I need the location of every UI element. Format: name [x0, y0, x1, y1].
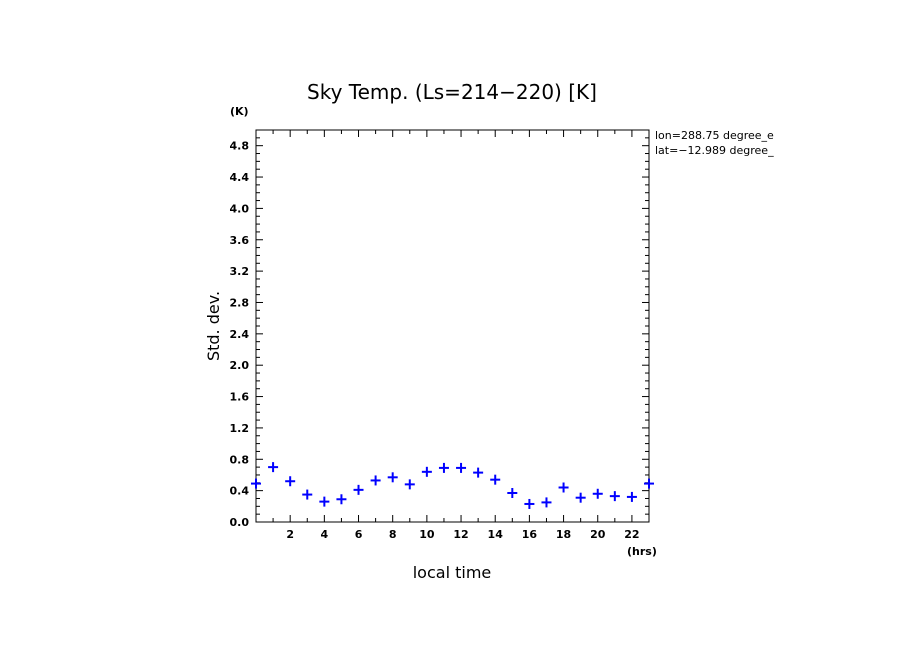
data-point: [319, 496, 330, 507]
axis-ticks: 0.0 0.4 0.8 1.2 1.6 2.0 2.4 2.8 3.2 3.6 4.0 4.4 4.8 2…: [230, 129, 650, 541]
x-tick-label: 14: [488, 528, 504, 541]
data-point: [421, 466, 432, 477]
data-point: [644, 478, 654, 489]
data-point: [490, 474, 501, 485]
y-tick-label: 1.2: [230, 422, 250, 435]
x-tick-label: 4: [321, 528, 329, 541]
data-point: [353, 484, 364, 495]
data-point: [251, 478, 261, 489]
data-point: [558, 482, 569, 493]
data-point: [609, 491, 620, 502]
y-tick-label: 1.6: [230, 391, 250, 404]
lat-annotation: lat=−12.989 degree_: [655, 144, 774, 157]
x-tick-label: 6: [355, 528, 363, 541]
x-tick-label: 12: [453, 528, 468, 541]
data-point: [268, 462, 279, 473]
data-point: [473, 467, 484, 478]
y-tick-label: 4.8: [230, 140, 250, 153]
x-tick-label: 18: [556, 528, 571, 541]
chart-title: Sky Temp. (Ls=214−220) [K]: [307, 80, 597, 104]
data-point: [592, 488, 603, 499]
y-unit-label: (K): [230, 105, 249, 118]
data-point: [370, 475, 381, 486]
x-axis-title: local time: [413, 563, 492, 582]
data-point: [524, 498, 535, 509]
data-point: [507, 487, 518, 498]
x-unit-label: (hrs): [627, 545, 657, 558]
y-tick-label: 3.2: [230, 265, 250, 278]
x-tick-label: 16: [522, 528, 538, 541]
data-point: [336, 494, 347, 505]
plot-frame: [255, 129, 650, 523]
data-point: [438, 462, 449, 473]
x-tick-label: 2: [286, 528, 294, 541]
data-point: [541, 497, 552, 508]
data-point: [575, 492, 586, 503]
data-points: [251, 462, 654, 509]
data-point: [626, 491, 637, 502]
y-tick-label: 0.0: [230, 516, 250, 529]
x-tick-label: 20: [590, 528, 606, 541]
x-tick-label: 10: [419, 528, 435, 541]
y-tick-label: 2.8: [230, 296, 250, 309]
y-tick-label: 0.8: [230, 453, 250, 466]
x-tick-label: 22: [624, 528, 639, 541]
data-point: [387, 472, 398, 483]
y-tick-label: 0.4: [230, 485, 250, 498]
y-axis-title: Std. dev.: [204, 291, 223, 361]
lon-annotation: lon=288.75 degree_e: [655, 129, 774, 142]
x-tick-label: 8: [389, 528, 397, 541]
data-point: [302, 489, 313, 500]
y-tick-label: 4.4: [230, 171, 250, 184]
y-tick-label: 4.0: [230, 202, 250, 215]
data-point: [456, 462, 467, 473]
y-tick-label: 2.4: [230, 328, 250, 341]
y-tick-label: 3.6: [230, 234, 250, 247]
y-tick-label: 2.0: [230, 359, 250, 372]
data-point: [285, 476, 296, 487]
data-point: [404, 479, 415, 490]
